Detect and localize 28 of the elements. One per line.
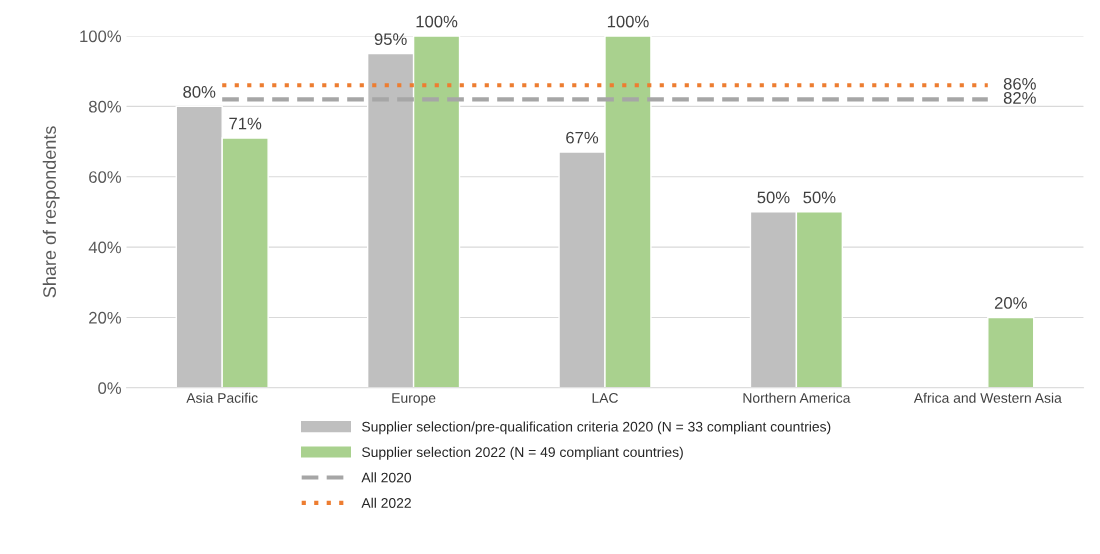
y-tick-label: 40%	[88, 241, 122, 254]
y-axis-title: Share of respondents	[42, 126, 60, 298]
y-tick-label: 20%	[89, 311, 122, 324]
y-tick-label: 0%	[98, 382, 122, 394]
y-tick-label: 100%	[80, 30, 122, 43]
data-label: 50%	[803, 191, 836, 204]
bar	[987, 316, 1035, 388]
data-label: 50%	[757, 191, 790, 204]
data-label: 100%	[607, 15, 649, 28]
data-label: 82%	[1003, 92, 1036, 104]
x-tick-label: Northern America	[743, 392, 851, 403]
legend-label: Supplier selection 2022 (N = 49 compliant countries)	[362, 446, 683, 460]
data-label: 20%	[994, 297, 1027, 309]
x-tick-label: Asia Pacific	[186, 392, 258, 403]
data-label: 67%	[566, 131, 599, 144]
x-tick-label: Europe	[392, 393, 436, 406]
y-tick-label: 80%	[89, 100, 122, 113]
legend-label: All 2022	[361, 497, 411, 508]
data-label: 80%	[183, 85, 216, 98]
y-tick-label: 60%	[89, 171, 122, 183]
x-tick-label: LAC	[592, 393, 618, 403]
data-label: 95%	[374, 33, 407, 46]
data-label: 86%	[1003, 77, 1036, 90]
legend-label: All 2020	[361, 472, 412, 483]
data-label: 100%	[416, 15, 458, 28]
data-label: 71%	[229, 117, 262, 130]
legend-label: Supplier selection/pre-qualification criteria 2020 (N = 33 compliant countries)	[362, 421, 831, 435]
x-tick-label: Africa and Western Asia	[913, 392, 1062, 403]
